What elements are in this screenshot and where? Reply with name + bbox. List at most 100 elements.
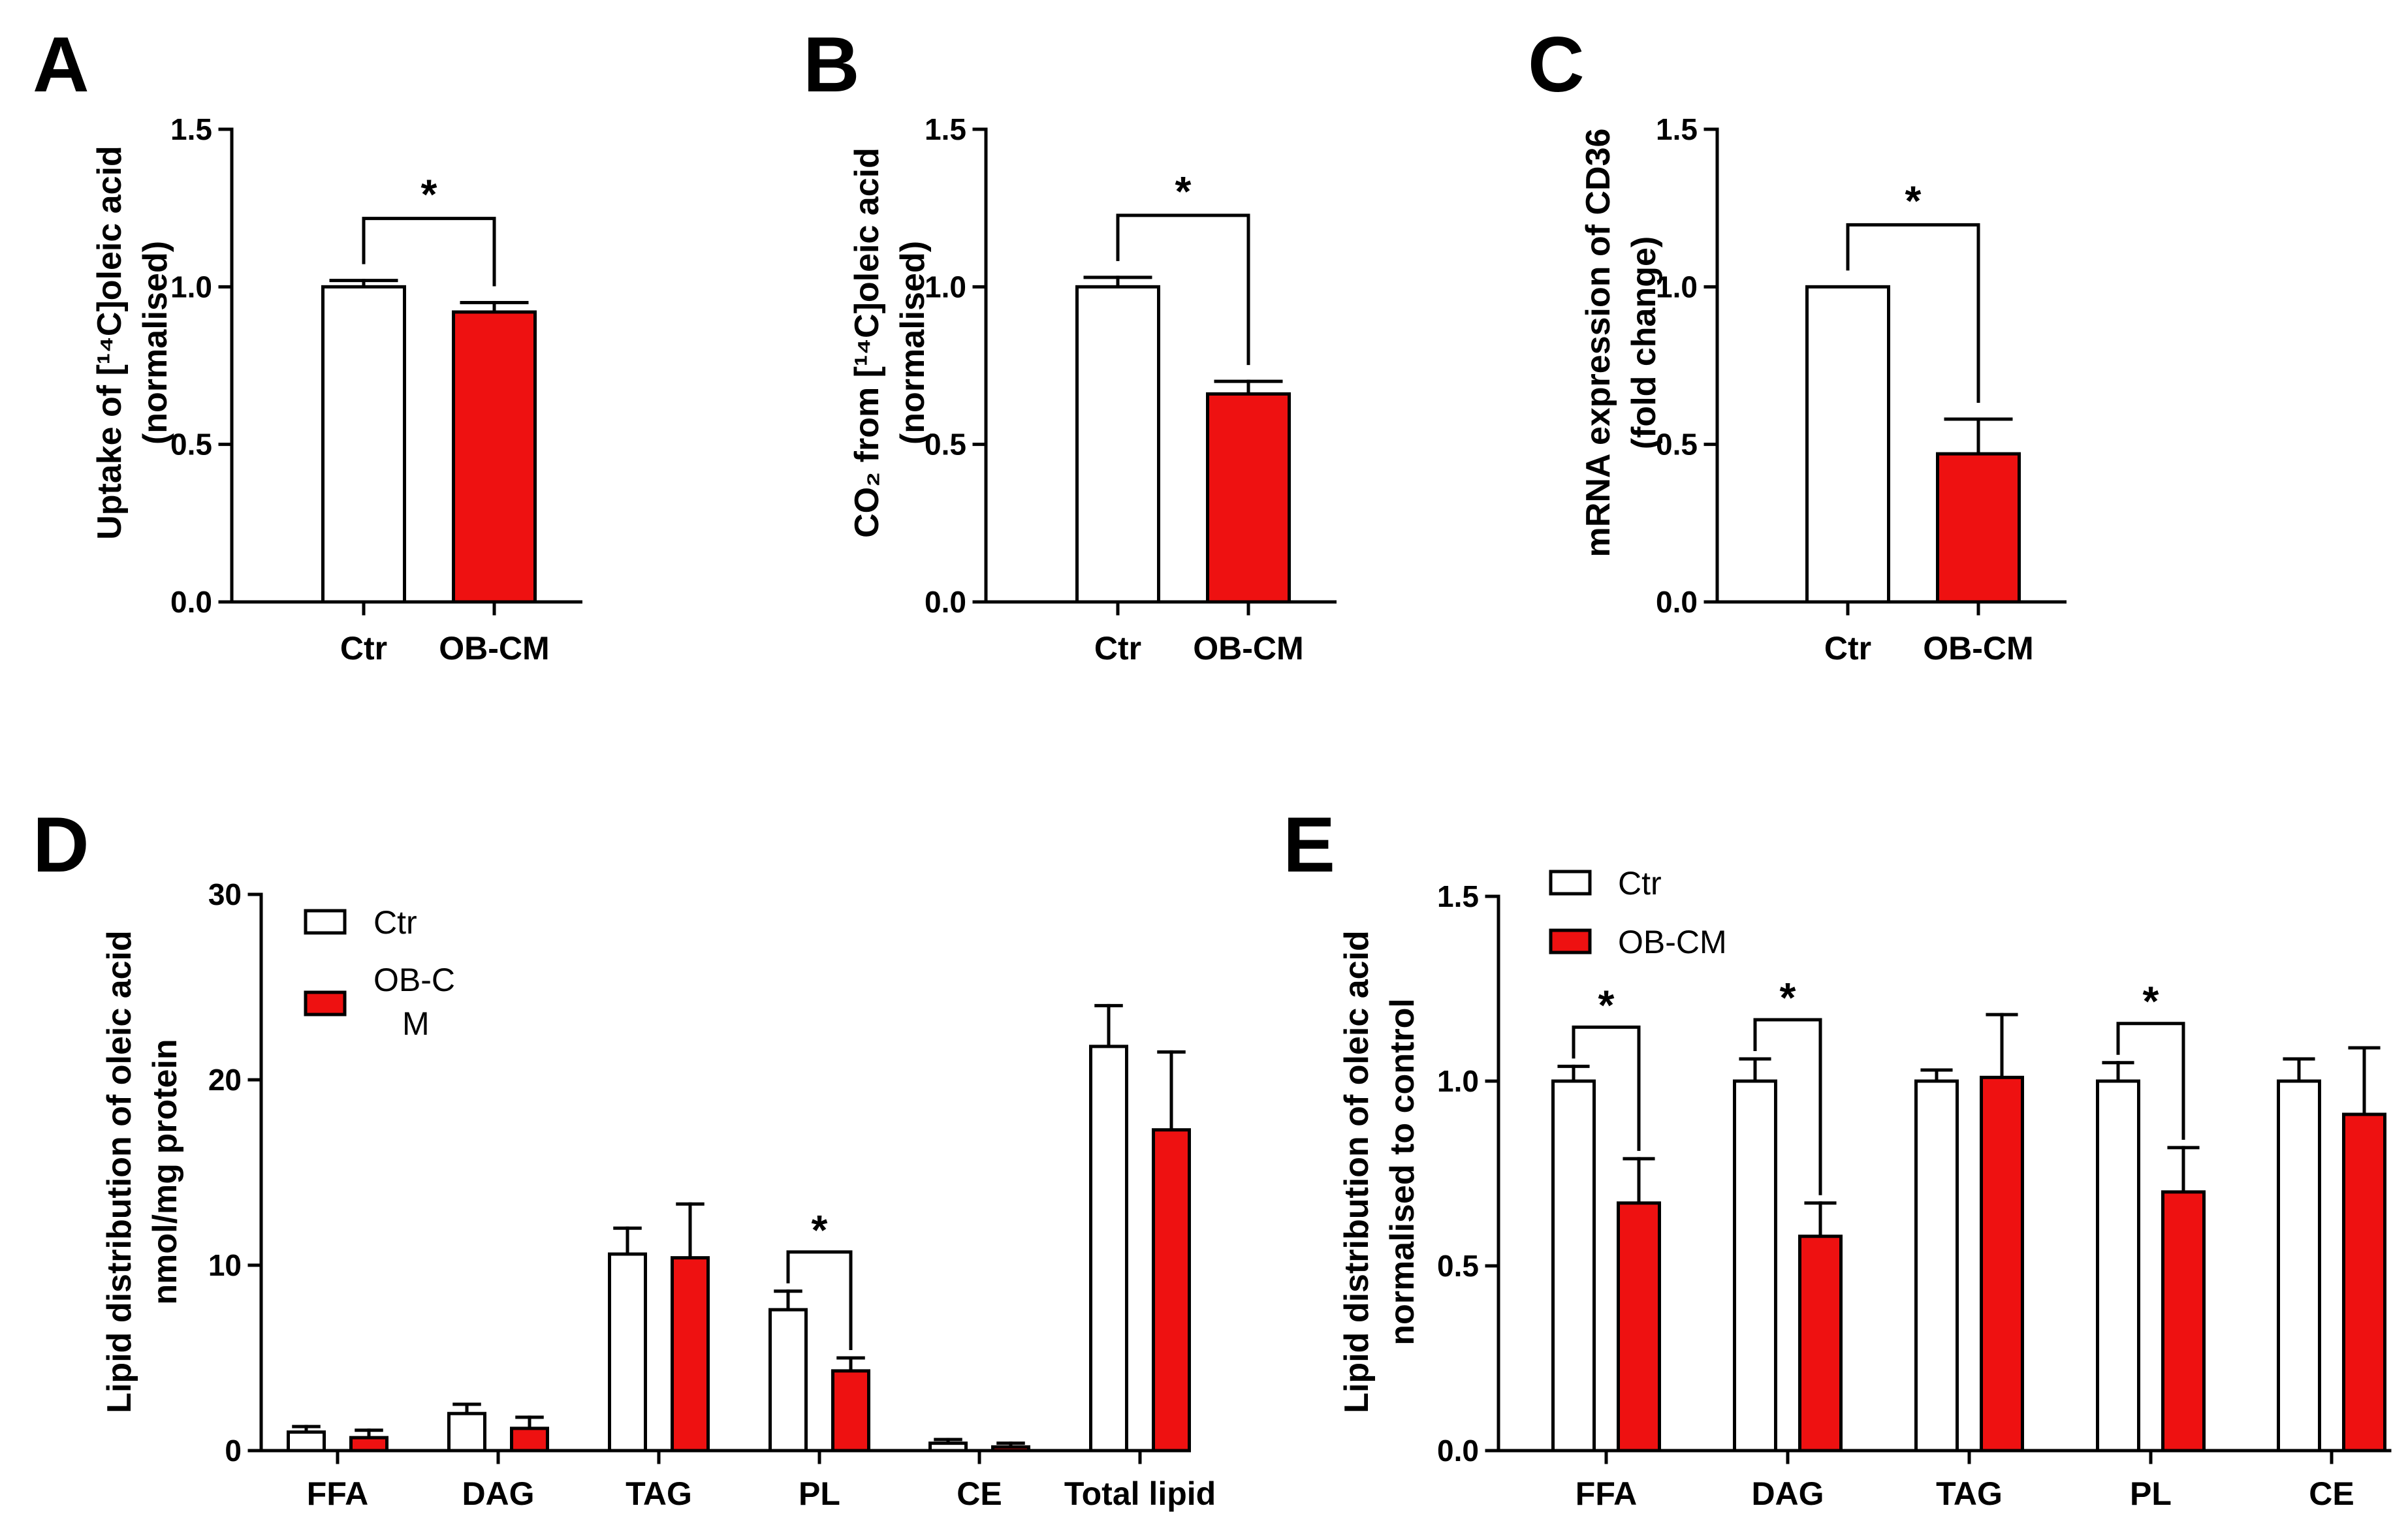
panel-a-bar-ctr xyxy=(321,285,406,604)
panel-d-y-title: Lipid distribution of oleic acid nmol/mg… xyxy=(101,930,184,1413)
panel-b-y-tick-label: 0.0 xyxy=(925,585,966,619)
panel-e-y-tick-label: 0.0 xyxy=(1437,1434,1479,1468)
panel-d-y-tick-label: 20 xyxy=(208,1063,242,1097)
panel-e-chart: 0.0 0.5 1.0 1.5 FFA * DAG * TAG PL * CE xyxy=(1437,879,2392,1512)
panel-e-bar-ctr-dag xyxy=(1733,1079,1777,1453)
panel-letter-e: E xyxy=(1283,801,1335,889)
panel-e-legend-swatch-obcm xyxy=(1549,928,1592,954)
panel-a-y-title-line-1: Uptake of [¹⁴C]oleic acid xyxy=(91,146,129,540)
panel-e-significance-star: * xyxy=(1780,974,1796,1021)
panel-d-bar-obcm-dag xyxy=(510,1426,549,1453)
panel-e-bar-ctr-pl xyxy=(2096,1079,2140,1453)
panel-b-y-tick-label: 0.5 xyxy=(925,428,966,462)
panel-d-x-tick-label: Total lipid xyxy=(1064,1475,1216,1512)
panel-d-bar-ctr-pl xyxy=(768,1308,808,1453)
panel-d-y-tick-label: 10 xyxy=(208,1248,242,1282)
panel-d-bar-ctr-totallipid xyxy=(1089,1045,1128,1453)
panel-c-x-tick-label: Ctr xyxy=(1824,630,1871,667)
panel-e-bar-ctr-tag xyxy=(1914,1079,1959,1453)
panel-e-y-tick-label: 1.5 xyxy=(1437,879,1479,913)
panel-a-bar-obcm xyxy=(452,310,537,604)
panel-d-x-tick-label: PL xyxy=(799,1475,840,1512)
panel-d-legend-swatch-obcm xyxy=(304,990,347,1016)
panel-d-bar-obcm-ffa xyxy=(349,1436,388,1453)
panel-d-bar-ctr-tag xyxy=(608,1252,647,1453)
panel-b-chart: 0.0 0.5 1.0 1.5 Ctr OB-CM * xyxy=(925,112,1337,667)
panel-a-x-tick-label: OB-CM xyxy=(439,630,549,667)
panel-d-legend-label-obcm-1: OB-C xyxy=(373,962,455,998)
panel-b-bar-obcm xyxy=(1206,392,1291,604)
panel-e-x-tick-label: CE xyxy=(2309,1475,2354,1512)
panel-d-significance-star: * xyxy=(812,1206,828,1253)
panel-e-significance-bracket xyxy=(2116,1022,2185,1140)
panel-b-y-title: CO₂ from [¹⁴C]oleic acid (normalised) xyxy=(848,148,932,538)
panel-d-bar-obcm-pl xyxy=(831,1369,870,1453)
panel-a-y-title: Uptake of [¹⁴C]oleic acid (normalised) xyxy=(91,146,174,540)
panel-b-y-title-line-1: CO₂ from [¹⁴C]oleic acid xyxy=(848,148,886,538)
panel-e-bar-ctr-ffa xyxy=(1551,1079,1596,1453)
panel-d-bar-ctr-ce xyxy=(928,1441,968,1453)
panel-e-bar-obcm-ce xyxy=(2342,1112,2386,1453)
panel-d-legend-swatch-ctr xyxy=(304,909,347,935)
panel-d-bar-obcm-ce xyxy=(991,1445,1030,1453)
panel-c-y-tick-label: 1.0 xyxy=(1656,270,1698,304)
panel-d-y-tick-label: 30 xyxy=(208,877,242,911)
panel-c-significance-bracket xyxy=(1846,223,1980,403)
panel-d-y-title-line-2: nmol/mg protein xyxy=(146,1039,184,1304)
panel-e-x-tick-label: PL xyxy=(2130,1475,2172,1512)
panel-c-y-tick-label: 0.5 xyxy=(1656,428,1698,462)
panel-c-y-title-line-2: (fold change) xyxy=(1625,236,1663,449)
panel-a-x-tick-label: Ctr xyxy=(340,630,387,667)
panel-e-y-title-line-2: normalised to control xyxy=(1384,998,1421,1346)
panel-e-bar-obcm-pl xyxy=(2161,1190,2206,1453)
panel-e-x-tick-label: FFA xyxy=(1576,1475,1637,1512)
panel-a-significance-star: * xyxy=(421,171,437,218)
panel-e-y-tick-label: 1.0 xyxy=(1437,1064,1479,1098)
panel-e-bar-obcm-ffa xyxy=(1617,1201,1661,1453)
panel-b-x-tick-label: OB-CM xyxy=(1193,630,1303,667)
panel-e-y-title-line-1: Lipid distribution of oleic acid xyxy=(1338,930,1376,1413)
panel-d-legend-label-obcm-2: M xyxy=(402,1005,430,1042)
panel-e-x-tick-label: DAG xyxy=(1751,1475,1824,1512)
panel-c-bar-obcm xyxy=(1936,452,2021,604)
panel-a-y-tick-label: 0.5 xyxy=(170,428,212,462)
panel-b-significance-star: * xyxy=(1175,168,1192,215)
panel-b-y-title-line-2: (normalised) xyxy=(894,241,932,445)
panel-e-bar-obcm-dag xyxy=(1798,1235,1843,1453)
panel-c-y-tick-label: 1.5 xyxy=(1656,112,1698,146)
panel-c-significance-star: * xyxy=(1905,177,1922,224)
panel-d-y-tick-label: 0 xyxy=(225,1434,242,1468)
panel-letter-c: C xyxy=(1528,21,1585,108)
panel-letter-b: B xyxy=(803,21,860,108)
panel-e-significance-star: * xyxy=(1598,981,1615,1028)
panel-e-legend-swatch-ctr xyxy=(1549,870,1592,896)
panel-b-bar-ctr xyxy=(1075,285,1160,604)
panel-b-significance-bracket xyxy=(1116,213,1250,366)
panel-c-chart: 0.0 0.5 1.0 1.5 Ctr OB-CM * xyxy=(1656,112,2067,667)
panel-d-legend: Ctr OB-C M xyxy=(304,904,455,1042)
panel-a-chart: 0.0 0.5 1.0 1.5 Ctr OB-CM * xyxy=(170,112,582,667)
panel-e-legend-label-obcm: OB-CM xyxy=(1618,924,1727,960)
panel-d-bar-obcm-totallipid xyxy=(1152,1128,1191,1453)
panel-d-y-title-line-1: Lipid distribution of oleic acid xyxy=(101,930,138,1413)
panel-d-legend-label-ctr: Ctr xyxy=(373,904,417,941)
panel-b-y-tick-label: 1.5 xyxy=(925,112,966,146)
panel-d-x-tick-label: DAG xyxy=(462,1475,534,1512)
panel-d-bar-ctr-ffa xyxy=(287,1430,326,1453)
panel-a-significance-bracket xyxy=(362,217,496,287)
panel-c-y-title: mRNA expression of CD36 (fold change) xyxy=(1579,129,1663,558)
panel-d-x-tick-label: CE xyxy=(957,1475,1002,1512)
panel-e-y-tick-label: 0.5 xyxy=(1437,1249,1479,1283)
panel-c-x-tick-label: OB-CM xyxy=(1923,630,2033,667)
panel-a-y-title-line-2: (normalised) xyxy=(136,241,174,445)
panel-d-x-tick-label: TAG xyxy=(626,1475,692,1512)
panel-e-x-tick-label: TAG xyxy=(1936,1475,2003,1512)
panel-a-y-tick-label: 0.0 xyxy=(170,585,212,619)
panel-a-y-tick-label: 1.0 xyxy=(170,270,212,304)
panel-e-significance-bracket xyxy=(1753,1018,1822,1195)
panel-d-chart: 0 10 20 30 FFA DAG TAG PL * CE Total lipid xyxy=(208,877,1216,1512)
panel-e-legend-label-ctr: Ctr xyxy=(1618,865,1662,902)
panel-d-bar-ctr-dag xyxy=(447,1411,486,1453)
panel-d-x-tick-label: FFA xyxy=(307,1475,368,1512)
